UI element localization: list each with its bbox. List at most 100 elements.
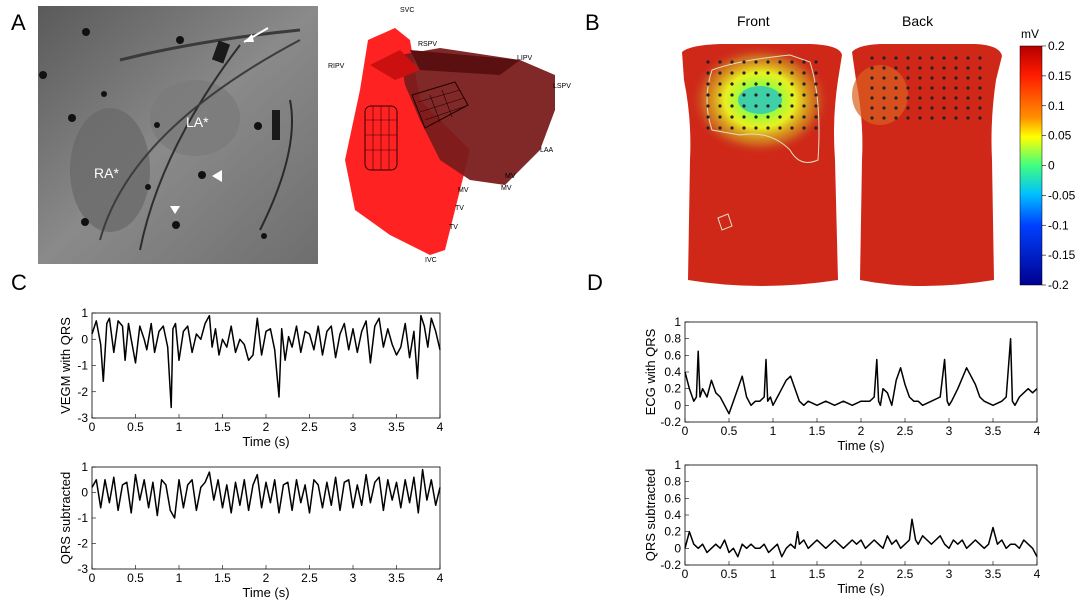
electrode-dot: [814, 82, 818, 86]
x-tick-label: 2: [858, 424, 865, 438]
electrode-dot: [942, 106, 946, 110]
electrode-dot: [882, 76, 886, 80]
electrode-dot: [718, 104, 722, 108]
x-axis-label: Time (s): [837, 438, 884, 453]
model-label-laa: LAA: [540, 147, 554, 154]
colorbar-tick-label: 0.2: [1048, 39, 1065, 53]
electrode-dot: [766, 82, 770, 86]
electrode-dot: [802, 115, 806, 119]
model-label-mv-3: MV: [501, 185, 512, 192]
electrode-dot: [978, 86, 982, 90]
x-tick-label: 3: [350, 420, 357, 434]
electrode-dot: [766, 115, 770, 119]
model-label-svc: SVC: [400, 7, 414, 14]
electrode-dot: [718, 93, 722, 97]
electrode-dot: [706, 60, 710, 64]
model-label-mv-2: MV: [458, 187, 469, 194]
y-tick-label: -3: [77, 411, 88, 425]
model-label-tv-1: TV: [455, 205, 464, 212]
electrode-dot: [754, 104, 758, 108]
panel-letter-d: D: [587, 270, 603, 295]
axes-frame: [684, 464, 1038, 566]
electrode-dot: [766, 60, 770, 64]
y-tick-label: -3: [77, 562, 88, 576]
electrode-dot: [918, 86, 922, 90]
electrode-dot: [742, 104, 746, 108]
y-tick-label: 0: [81, 486, 88, 500]
electrode-dot: [730, 126, 734, 130]
electrode-dot: [814, 115, 818, 119]
plot-vegm-with-qrs: 0 0.5 1 1.5 2 2.5 3 3.5 4 1 0 -1 -2 -3 Time (s) VEGM wi…: [58, 306, 444, 449]
electrode-dot: [754, 71, 758, 75]
x-tick-label: 1.5: [214, 571, 231, 585]
electrode-dot: [706, 115, 710, 119]
back-label: Back: [902, 13, 934, 29]
electrode-dot: [930, 66, 934, 70]
electrode-dot: [778, 60, 782, 64]
front-label: Front: [737, 13, 770, 29]
model-label-lipv: LIPV: [517, 55, 533, 62]
electrode-dot: [790, 82, 794, 86]
heart-model: [345, 28, 555, 255]
x-tick-label: 0.5: [721, 567, 738, 581]
electrode-dot: [754, 126, 758, 130]
ra-label: RA*: [94, 165, 119, 181]
plot-vegm-qrs-subtracted: 0 0.5 1 1.5 2 2.5 3 3.5 4 1 0 -1 -2 -3 Time (s) QRS sub…: [58, 460, 444, 600]
electrode-dot: [742, 126, 746, 130]
x-tick-label: 2: [858, 567, 865, 581]
y-tick-label: -0.2: [660, 415, 681, 429]
electrode-dot: [790, 93, 794, 97]
electrode-dot: [918, 66, 922, 70]
torso-front: [682, 44, 842, 286]
y-tick-label: 1: [674, 315, 681, 329]
colorbar-tick-label: 0.1: [1048, 99, 1065, 113]
electrode-dot: [978, 106, 982, 110]
x-tick-label: 4: [1034, 567, 1041, 581]
electrode-dot: [718, 82, 722, 86]
y-tick-label: 1: [81, 460, 88, 474]
electrode-dot: [942, 76, 946, 80]
electrode-dot: [766, 93, 770, 97]
x-tick-label: 3: [946, 424, 953, 438]
x-tick-label: 3.5: [388, 571, 405, 585]
electrode-dot: [942, 96, 946, 100]
electrode-dot: [966, 96, 970, 100]
electrode-dot: [894, 116, 898, 120]
electrode-dot: [742, 60, 746, 64]
electrode-dot: [894, 56, 898, 60]
y-tick-label: 0.8: [664, 475, 681, 489]
electrode-dot: [802, 82, 806, 86]
electrode-dot: [882, 116, 886, 120]
electrode-dot: [870, 76, 874, 80]
y-tick-label: -2: [77, 537, 88, 551]
x-tick-label: 1: [176, 420, 183, 434]
electrode-dot: [870, 106, 874, 110]
x-tick-label: 2: [263, 571, 270, 585]
electrode-dot: [942, 86, 946, 90]
x-tick-label: 0: [682, 567, 689, 581]
electrode-dot: [954, 56, 958, 60]
electrode-dot: [930, 86, 934, 90]
electrode-dot: [730, 82, 734, 86]
colorbar-tick-label: 0: [1048, 159, 1055, 173]
x-tick-label: 4: [437, 420, 444, 434]
y-tick-label: -0.2: [660, 558, 681, 572]
electrode-dot: [814, 71, 818, 75]
electrode-dot: [790, 71, 794, 75]
y-axis-label: QRS subtracted: [58, 472, 73, 565]
panel-letter-c: C: [11, 270, 27, 295]
x-tick-label: 1.5: [214, 420, 231, 434]
electrode-dot: [778, 93, 782, 97]
x-tick-label: 0: [89, 420, 96, 434]
electrode-dot: [802, 93, 806, 97]
electrode-dot: [942, 56, 946, 60]
electrode-dot: [742, 71, 746, 75]
electrode-dot: [766, 126, 770, 130]
electrode-dot: [870, 96, 874, 100]
electrode-dot: [978, 56, 982, 60]
y-tick-label: -1: [77, 359, 88, 373]
y-tick-label: -1: [77, 511, 88, 525]
model-label-lspv: LSPV: [553, 83, 571, 90]
electrode-dot: [730, 71, 734, 75]
